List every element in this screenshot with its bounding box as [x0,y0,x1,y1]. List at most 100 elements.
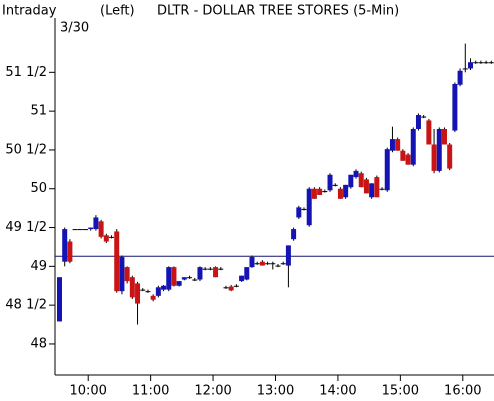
candle-body [410,128,416,165]
candle-body [478,62,484,64]
candle-body [275,265,281,267]
x-tick-label: 16:00 [444,384,481,399]
candle-body [415,115,421,129]
y-tick-label: 49 [30,259,47,274]
candle-body [473,62,479,64]
x-tick-label: 11:00 [132,384,169,399]
candle-body [181,277,187,280]
candle-body [405,154,411,165]
candle-body [488,62,494,64]
candle-body [327,174,333,191]
candle-body [239,275,245,282]
x-tick-label: 13:00 [257,384,294,399]
candle-body [285,245,291,266]
candle-body [218,268,224,270]
candle-body [301,208,307,210]
candle-body [296,207,302,218]
candle-body [62,229,68,262]
candle-body [72,229,78,231]
candle-body [109,236,115,238]
candle-body [171,267,177,286]
y-tick-label: 49 1/2 [5,220,47,235]
y-tick-label: 51 [30,104,47,119]
candle-body [88,227,94,230]
candle-body [145,291,151,293]
y-tick-label: 51 1/2 [5,65,47,80]
candle-body [343,184,349,198]
candle-body [176,281,182,286]
candle-body [363,179,369,194]
candle-body [254,263,260,265]
x-tick-label: 10:00 [69,384,106,399]
candle-body [233,285,239,287]
candle-body [249,257,255,268]
candle-body [369,183,375,198]
candle-body [103,235,109,242]
candle-body [166,267,172,290]
candle-body [379,188,385,190]
candle-body [213,267,219,278]
candle-body [197,267,203,280]
x-tick-label: 12:00 [194,384,231,399]
candle-body [202,268,208,270]
candle-body [223,287,229,289]
candle-body [291,229,297,240]
candle-body [57,277,62,322]
candle-body [67,241,73,262]
candle-body [452,83,458,131]
candle-body [447,144,453,169]
candle-body [431,144,437,171]
candle-body [207,268,213,270]
candle-body [426,120,432,145]
candle-body [192,279,198,281]
candle-body [114,231,120,292]
y-tick-label: 48 [30,336,47,351]
candle-body [135,283,141,304]
candle-body [228,286,234,291]
candle-body [462,68,468,70]
period-label: Intraday [2,4,57,19]
candle-body [395,139,401,151]
candle-body [358,173,364,188]
candle-body [150,295,156,300]
candle-body [337,188,343,199]
y-tick-label: 50 [30,181,47,196]
candle-body [140,289,146,291]
axis-side-label: (Left) [100,4,135,19]
candle-body [348,174,354,188]
candle-body [306,188,312,226]
candle-body [441,128,447,145]
candle-body [83,229,89,231]
candle-body [311,188,317,199]
candle-body [280,263,286,265]
candle-body [317,188,323,195]
y-tick-label: 48 1/2 [5,298,47,313]
candle-body [161,285,167,290]
candle-body [244,267,250,280]
candle-body [270,263,276,265]
candle-body [98,221,104,237]
candle-body [384,149,390,191]
x-tick-label: 15:00 [382,384,419,399]
candle-body [400,150,406,161]
candle-body [322,191,328,193]
date-label: 3/30 [60,21,89,36]
candle-body [187,277,193,279]
candle-body [421,116,427,118]
x-tick-label: 14:00 [319,384,356,399]
candle-body [129,277,135,298]
candle-body [119,257,125,292]
candle-body [265,263,271,265]
candle-body [124,267,130,282]
candle-body [467,62,473,69]
candle-body [353,170,359,178]
y-tick-label: 50 1/2 [5,142,47,157]
candle-body [436,128,442,171]
candle-body [457,70,463,85]
candle-body [77,229,83,231]
candle-body [93,217,99,230]
candle-body [374,177,380,198]
candle-body [332,184,338,186]
candle-body [483,62,489,64]
